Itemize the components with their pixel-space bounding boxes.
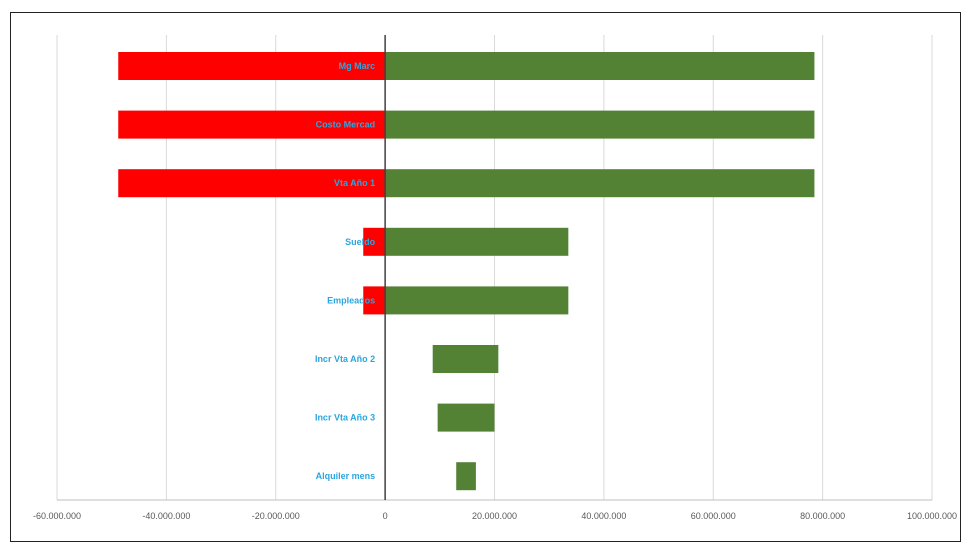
bars xyxy=(118,52,815,491)
x-tick-label: 60.000.000 xyxy=(691,511,736,521)
x-tick-label: 0 xyxy=(383,511,388,521)
category-label: Costo Mercad xyxy=(316,120,376,130)
bar-negative xyxy=(118,110,386,139)
bar-positive xyxy=(385,52,815,80)
x-tick-label: -40.000.000 xyxy=(142,511,190,521)
x-tick-label: -20.000.000 xyxy=(252,511,300,521)
tornado-chart: Mg Marc Costo Mercad Vta Año 1 Sueldo Emplea… xyxy=(33,35,957,521)
bar-negative xyxy=(118,169,386,198)
bar-positive xyxy=(385,227,569,256)
axes xyxy=(57,35,932,501)
x-tick-label: 100.000.000 xyxy=(907,511,957,521)
category-label: Mg Marc xyxy=(339,61,376,71)
bar-positive xyxy=(385,169,815,198)
bar-positive xyxy=(437,403,495,432)
category-labels: Mg Marc Costo Mercad Vta Año 1 Sueldo Emplea… xyxy=(315,61,376,481)
category-label: Incr Vta Año 3 xyxy=(315,413,375,423)
category-label: Vta Año 1 xyxy=(334,178,375,188)
bar-positive xyxy=(385,286,569,315)
x-tick-label: 80.000.000 xyxy=(800,511,845,521)
bar-positive xyxy=(385,110,815,139)
category-label: Incr Vta Año 2 xyxy=(315,354,375,364)
category-label: Empleados xyxy=(327,295,375,305)
bar-negative xyxy=(118,52,386,80)
x-tick-label: 40.000.000 xyxy=(581,511,626,521)
bar-positive xyxy=(432,345,499,373)
bar-negative xyxy=(363,286,386,315)
bar-positive xyxy=(456,462,476,491)
x-tick-label: 20.000.000 xyxy=(472,511,517,521)
bar-negative xyxy=(363,227,386,256)
x-tick-labels: -60.000.000 -40.000.000 -20.000.000 0 20.000… xyxy=(33,511,957,521)
x-tick-label: -60.000.000 xyxy=(33,511,81,521)
category-label: Sueldo xyxy=(345,237,376,247)
category-label: Alquiler mens xyxy=(316,471,376,481)
chart-frame: Mg Marc Costo Mercad Vta Año 1 Sueldo Emplea… xyxy=(10,12,961,542)
